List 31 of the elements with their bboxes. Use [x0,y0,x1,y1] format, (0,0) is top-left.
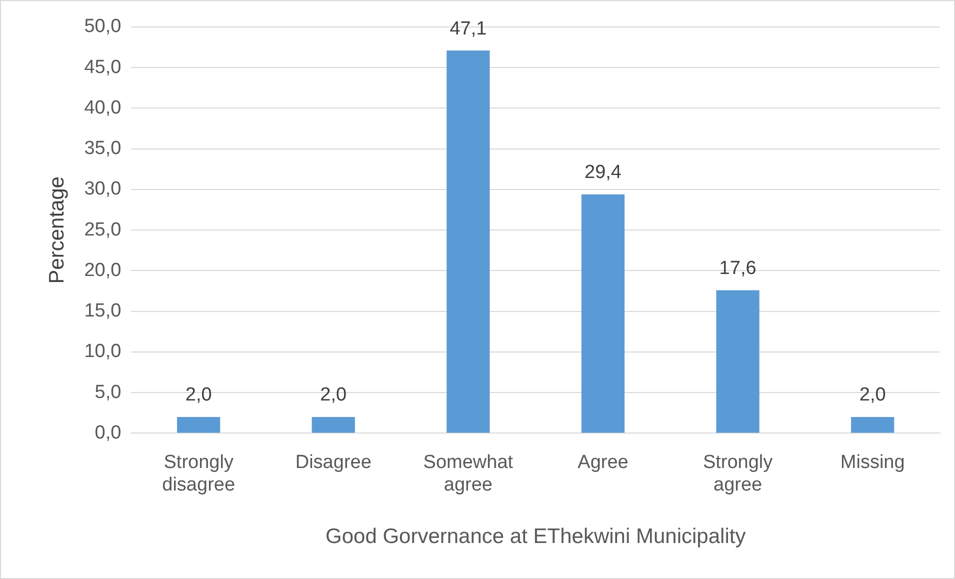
data-label: 2,0 [859,384,886,406]
y-tick-label: 45,0 [84,56,122,78]
bar [851,416,894,433]
y-axis-title: Percentage [45,176,68,284]
data-label: 2,0 [185,384,212,406]
x-tick-label: Strongly agree [702,452,774,496]
data-label: 29,4 [584,162,622,184]
bar [312,416,355,433]
x-axis-title: Good Gorvernance at EThekwini Municipality [325,525,746,548]
data-label: 47,1 [450,18,487,40]
bar [716,290,760,433]
x-tick-label: Strongly disagree [162,452,236,496]
y-tick-label: 15,0 [84,300,122,322]
y-tick-label: 25,0 [84,219,122,240]
y-tick-label: 20,0 [84,260,122,281]
y-tick-label: 30,0 [84,178,122,200]
bar [581,194,625,433]
y-tick-label: 50,0 [84,16,122,38]
bar [446,50,490,433]
data-label: 2,0 [320,384,347,406]
x-tick-label: Agree [578,452,628,473]
x-tick-label: Somewhat agree [423,452,514,496]
x-tick-label: Disagree [295,452,372,473]
y-tick-label: 0,0 [94,422,122,444]
y-tick-label: 40,0 [84,97,122,118]
x-tick-label: Missing [840,452,905,473]
data-label: 17,6 [719,258,756,279]
bar [177,416,220,433]
y-tick-label: 10,0 [84,341,122,362]
y-tick-label: 5,0 [94,382,122,403]
y-tick-label: 35,0 [84,138,122,160]
